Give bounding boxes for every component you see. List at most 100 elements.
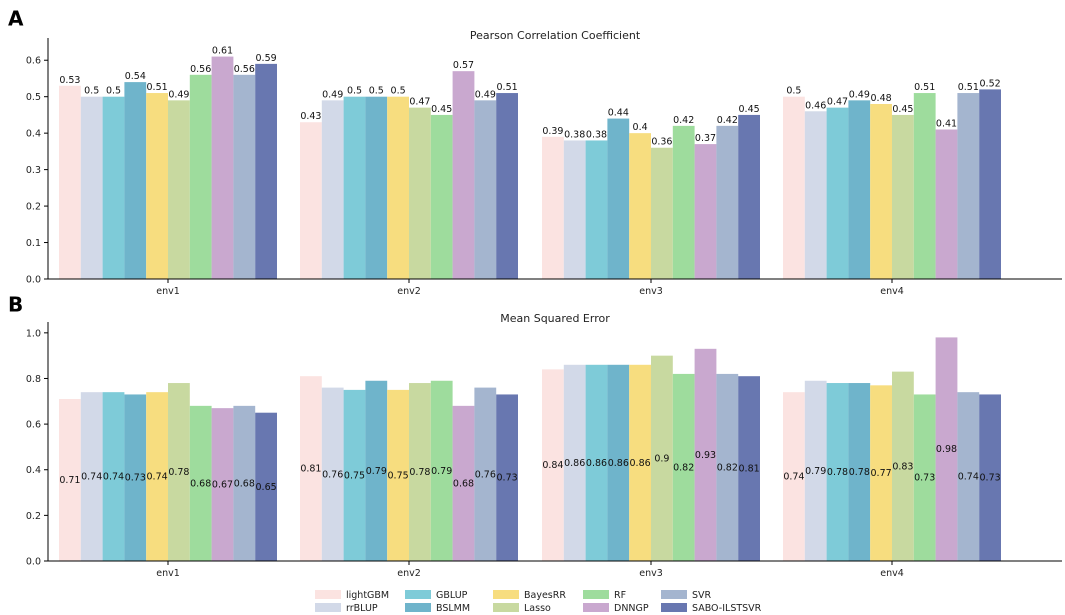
legend: lightGBM rrBLUP GBLUP BSLMM BayesRR Lasso RF DN… xyxy=(315,590,762,614)
data-label: 0.75 xyxy=(344,470,365,481)
data-label: 0.81 xyxy=(739,464,760,475)
bar-rf-env4 xyxy=(913,93,936,280)
data-label: 0.74 xyxy=(81,472,102,483)
legend-label: rrBLUP xyxy=(346,603,378,614)
bar-bayesrr-env2 xyxy=(387,389,409,561)
data-label: 0.51 xyxy=(497,82,518,93)
data-label: 0.76 xyxy=(322,469,343,480)
bar-dnngp-env4 xyxy=(935,129,958,279)
y-tick-label: 0.0 xyxy=(26,557,41,568)
bar-svr-env3 xyxy=(716,373,739,561)
bar-lightgbm-env2 xyxy=(300,122,322,279)
bar-dnngp-env2 xyxy=(452,405,475,561)
bar-svr-env2 xyxy=(474,100,497,279)
bar-sabo-ilstsvr-env1 xyxy=(255,412,277,561)
bar-lasso-env1 xyxy=(168,383,190,561)
data-label: 0.42 xyxy=(717,115,738,126)
data-label: 0.5 xyxy=(786,86,801,97)
data-label: 0.81 xyxy=(300,464,321,475)
bar-rf-env1 xyxy=(189,74,212,279)
legend-swatch-svr xyxy=(661,590,687,599)
legend-label: DNNGP xyxy=(614,603,649,614)
bar-rrblup-env4 xyxy=(804,380,827,561)
data-label: 0.4 xyxy=(633,122,648,133)
bar-bayesrr-env4 xyxy=(870,103,892,279)
chart-title: Pearson Correlation Coefficient xyxy=(470,29,641,42)
legend-label: BSLMM xyxy=(436,603,470,614)
bar-lightgbm-env1 xyxy=(59,399,81,561)
bar-sabo-ilstsvr-env3 xyxy=(738,114,760,279)
bar-bayesrr-env3 xyxy=(629,133,651,279)
y-tick-label: 1.0 xyxy=(26,328,41,339)
bar-lasso-env4 xyxy=(892,114,914,279)
data-label: 0.5 xyxy=(106,86,121,97)
data-label: 0.49 xyxy=(322,89,343,100)
panel-label: B xyxy=(8,293,23,317)
bar-dnngp-env1 xyxy=(211,408,234,561)
data-label: 0.36 xyxy=(651,137,672,148)
bar-rf-env4 xyxy=(913,394,936,561)
data-label: 0.73 xyxy=(125,473,146,484)
bar-bslmm-env2 xyxy=(365,96,388,279)
data-label: 0.42 xyxy=(673,115,694,126)
data-label: 0.45 xyxy=(892,104,913,115)
data-label: 0.73 xyxy=(497,473,518,484)
data-label: 0.86 xyxy=(630,458,651,469)
x-tick-label: env1 xyxy=(156,568,180,579)
data-label: 0.49 xyxy=(475,89,496,100)
x-tick-label: env2 xyxy=(397,568,421,579)
data-label: 0.43 xyxy=(300,111,321,122)
bar-dnngp-env3 xyxy=(694,348,717,561)
data-label: 0.78 xyxy=(168,467,189,478)
legend-label: SABO-ILSTSVR xyxy=(692,603,762,614)
legend-swatch-bayesrr xyxy=(493,590,519,599)
legend-label: BayesRR xyxy=(524,590,566,601)
y-tick-label: 0.6 xyxy=(26,56,41,67)
data-label: 0.76 xyxy=(475,469,496,480)
bar-bslmm-env3 xyxy=(607,364,630,561)
bar-sabo-ilstsvr-env2 xyxy=(496,394,518,561)
legend-label: Lasso xyxy=(524,603,551,614)
bar-gblup-env4 xyxy=(826,383,849,561)
data-label: 0.93 xyxy=(695,450,716,461)
bar-lightgbm-env2 xyxy=(300,376,322,561)
data-label: 0.78 xyxy=(409,467,430,478)
bar-rf-env3 xyxy=(672,373,695,561)
data-label: 0.51 xyxy=(147,82,168,93)
bar-rrblup-env4 xyxy=(804,111,827,280)
data-label: 0.74 xyxy=(147,472,168,483)
data-label: 0.86 xyxy=(564,458,585,469)
data-label: 0.57 xyxy=(453,60,474,71)
bar-svr-env1 xyxy=(233,74,256,279)
bar-lasso-env4 xyxy=(892,371,914,561)
bar-lightgbm-env3 xyxy=(542,136,564,279)
data-label: 0.59 xyxy=(256,53,277,64)
bar-svr-env2 xyxy=(474,387,497,561)
legend-swatch-lightgbm xyxy=(315,590,341,599)
bar-rrblup-env1 xyxy=(80,392,103,561)
data-label: 0.45 xyxy=(739,104,760,115)
data-label: 0.74 xyxy=(103,472,124,483)
bar-svr-env4 xyxy=(957,392,980,561)
legend-swatch-rf xyxy=(583,590,609,599)
data-label: 0.51 xyxy=(958,82,979,93)
bar-dnngp-env1 xyxy=(211,56,234,280)
data-label: 0.5 xyxy=(84,86,99,97)
bar-bayesrr-env1 xyxy=(146,93,168,280)
bar-gblup-env1 xyxy=(102,96,125,279)
bar-gblup-env2 xyxy=(343,389,366,561)
data-label: 0.79 xyxy=(805,466,826,477)
y-tick-label: 0.1 xyxy=(26,238,41,249)
panel-label: A xyxy=(8,7,24,31)
legend-label: GBLUP xyxy=(436,590,468,601)
bar-lasso-env2 xyxy=(409,383,431,561)
data-label: 0.75 xyxy=(388,470,409,481)
bar-rrblup-env2 xyxy=(321,387,344,561)
data-label: 0.73 xyxy=(980,473,1001,484)
data-label: 0.61 xyxy=(212,46,233,57)
bar-sabo-ilstsvr-env2 xyxy=(496,93,518,280)
bar-sabo-ilstsvr-env1 xyxy=(255,63,277,279)
bar-bayesrr-env1 xyxy=(146,392,168,561)
legend-label: SVR xyxy=(692,590,712,601)
